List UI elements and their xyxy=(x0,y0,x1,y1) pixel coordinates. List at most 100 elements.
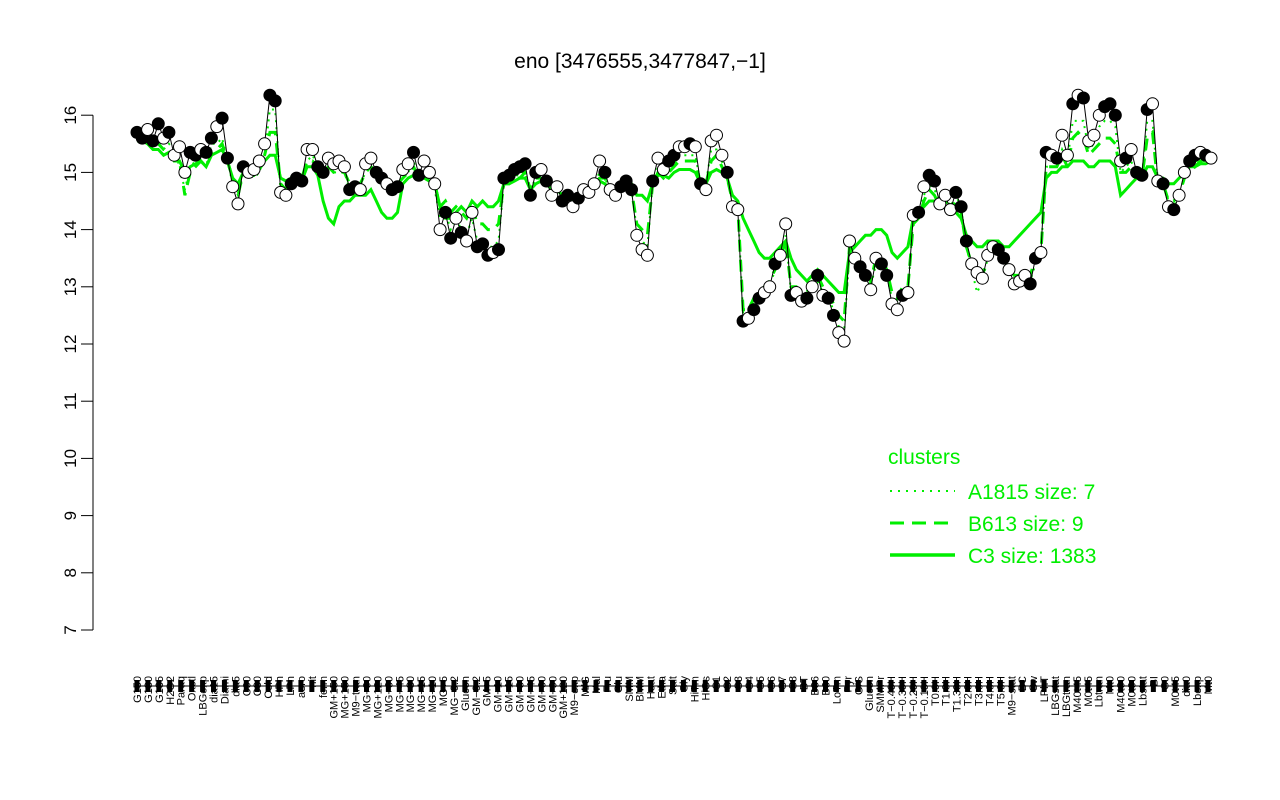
data-point xyxy=(880,268,894,282)
x-tick-label: Lbexp xyxy=(1192,676,1204,706)
y-tick-label: 14 xyxy=(61,220,80,239)
x-tick-label: GM+30 xyxy=(515,676,527,712)
data-point xyxy=(901,286,915,299)
x-tick-label: B60 xyxy=(821,676,833,696)
x-tick-label: Gly xyxy=(678,676,690,693)
data-point xyxy=(912,205,926,219)
y-tick-label: 10 xyxy=(61,449,80,468)
data-point xyxy=(1055,128,1069,142)
x-tick-label: M40t45 xyxy=(1072,676,1084,713)
data-point xyxy=(1167,203,1181,217)
x-tick-label: LBGexp xyxy=(198,676,210,716)
data-point xyxy=(337,160,351,174)
data-point xyxy=(1050,151,1064,165)
x-tick-label: T−0.30H xyxy=(897,676,909,719)
x-tick-label: Cold xyxy=(263,676,275,699)
x-tick-label: C90 xyxy=(241,676,253,696)
data-point xyxy=(710,128,723,142)
data-point xyxy=(800,291,814,305)
x-tick-label: MG+45 xyxy=(394,676,406,712)
data-point xyxy=(173,140,186,154)
legend: clusters A1815 size: 7 B613 size: 9 C3 s… xyxy=(888,446,1096,568)
data-point xyxy=(864,283,878,297)
x-tick-label: B36 xyxy=(810,676,822,696)
data-point xyxy=(959,234,973,248)
x-tick-label: Mt0 xyxy=(1105,676,1117,694)
legend-label-a1815: A1815 size: 7 xyxy=(968,481,1095,504)
data-point xyxy=(715,148,729,162)
data-point xyxy=(226,180,240,194)
data-point xyxy=(438,205,452,219)
x-tick-label: MG+15 xyxy=(416,676,428,712)
x-tick-label: S3 xyxy=(733,676,745,689)
data-point xyxy=(747,303,761,317)
data-point xyxy=(954,200,968,214)
data-point xyxy=(258,137,272,151)
x-tick-label: Heat xyxy=(646,676,658,699)
x-tick-label: LBGtran xyxy=(1061,676,1073,717)
data-point xyxy=(1034,246,1048,259)
x-tick-label: Mal xyxy=(591,676,603,694)
x-tick-label: BMM xyxy=(635,676,647,702)
x-tick-label: G/S xyxy=(853,676,865,695)
x-tick-label: Etha xyxy=(657,675,669,699)
data-point xyxy=(587,177,601,191)
x-tick-label: ferm xyxy=(318,676,330,698)
data-point xyxy=(407,145,420,159)
data-point xyxy=(1156,177,1170,191)
data-point xyxy=(1204,151,1218,165)
x-tick-label: LoTm xyxy=(831,676,843,704)
x-tick-label: GM+10 xyxy=(493,676,505,712)
x-tick-label: SMM xyxy=(624,676,636,702)
x-tick-label: C30 xyxy=(252,676,264,696)
data-point xyxy=(199,145,213,159)
legend-title: clusters xyxy=(888,446,960,469)
x-tick-label: M0t45 xyxy=(1083,676,1095,707)
x-tick-label: Paraq xyxy=(176,676,188,705)
data-point xyxy=(837,334,851,348)
x-tick-label: T1.30H xyxy=(952,676,964,712)
data-point xyxy=(417,154,431,168)
data-point xyxy=(1103,97,1117,111)
data-point xyxy=(220,151,234,165)
x-tick-label: Lbtran xyxy=(1094,676,1106,707)
data-point xyxy=(151,117,165,131)
data-point xyxy=(476,237,490,251)
data-point xyxy=(518,157,532,171)
x-tick-label: T2.0H xyxy=(963,676,975,706)
data-point xyxy=(465,205,479,219)
x-tick-label: GM+5 xyxy=(482,676,494,706)
data-point xyxy=(827,308,840,322)
y-tick-label: 12 xyxy=(61,335,80,354)
data-point xyxy=(279,188,293,202)
data-point xyxy=(1172,188,1186,202)
data-point xyxy=(295,174,309,188)
x-tick-label: Mt0 xyxy=(1203,676,1215,694)
x-tick-label: MG+90 xyxy=(362,676,374,712)
y-tick-label: 9 xyxy=(61,511,80,520)
x-tick-label: M0t45 xyxy=(1170,676,1182,707)
data-point xyxy=(699,183,713,197)
data-point xyxy=(550,180,564,194)
x-tick-label: M40t90 xyxy=(1116,676,1128,713)
x-tick-label: GM+150 xyxy=(329,676,341,719)
x-tick-label: Oxctl xyxy=(187,676,199,701)
data-point xyxy=(492,243,505,257)
x-tick-label: LBGstat xyxy=(1050,676,1062,716)
data-point xyxy=(646,174,660,188)
data-point xyxy=(858,268,872,282)
data-points xyxy=(130,88,1218,348)
data-point xyxy=(1177,165,1191,179)
x-tick-label: GM+90 xyxy=(547,676,559,712)
data-point xyxy=(268,94,282,108)
x-tick-label: Sw xyxy=(1028,676,1040,691)
y-tick-label: 7 xyxy=(61,625,80,634)
x-tick-label: LPhT xyxy=(1039,676,1051,703)
data-point xyxy=(805,280,819,294)
data-point xyxy=(523,188,537,202)
x-tick-label: T−0.10H xyxy=(919,676,931,719)
data-point xyxy=(630,228,644,242)
x-tick-label: MG+60 xyxy=(383,676,395,712)
x-tick-label: G180 xyxy=(143,676,155,703)
data-point xyxy=(928,174,941,188)
